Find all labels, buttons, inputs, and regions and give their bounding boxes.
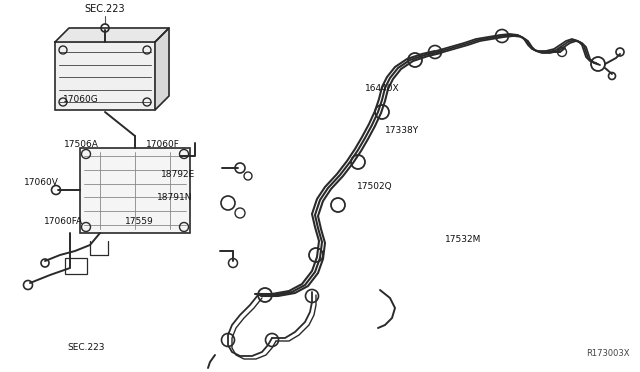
Text: 16440X: 16440X — [365, 84, 399, 93]
Bar — [80, 148, 190, 233]
Text: 18791N: 18791N — [157, 193, 192, 202]
Text: 18792E: 18792E — [161, 170, 196, 179]
Text: 17559: 17559 — [125, 217, 154, 226]
Text: 17060F: 17060F — [146, 140, 180, 149]
Bar — [55, 42, 155, 110]
Polygon shape — [155, 28, 169, 110]
Text: SEC.223: SEC.223 — [84, 4, 125, 14]
Text: 17506A: 17506A — [64, 140, 99, 149]
Text: R173003X: R173003X — [586, 349, 630, 358]
Text: 17532M: 17532M — [445, 235, 481, 244]
Text: SEC.223: SEC.223 — [68, 343, 105, 352]
Bar — [65, 258, 87, 274]
Text: 17338Y: 17338Y — [385, 126, 419, 135]
Text: 17060V: 17060V — [24, 178, 59, 187]
Text: 17060FA: 17060FA — [44, 217, 83, 226]
Polygon shape — [55, 28, 169, 42]
Text: 17502Q: 17502Q — [357, 182, 393, 190]
Text: 17060G: 17060G — [63, 95, 99, 104]
